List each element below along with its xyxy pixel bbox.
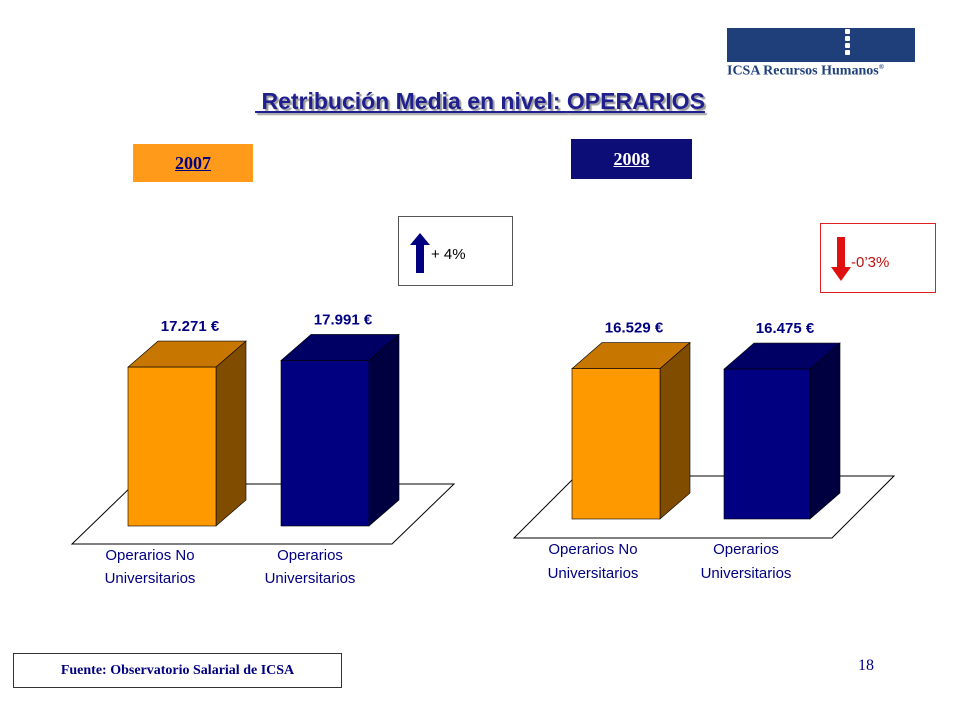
- arrow-up-icon: [410, 233, 430, 273]
- category-label: Universitarios: [105, 570, 196, 587]
- category-label: Operarios: [713, 541, 779, 558]
- arrow-down-icon: [831, 237, 851, 281]
- bar: [571, 368, 661, 520]
- title-highlight: OPERARIOS: [566, 88, 705, 114]
- bar-side-face: [809, 342, 841, 520]
- value-label: 17.271 €: [161, 318, 220, 335]
- bar: [127, 366, 217, 527]
- value-label: 16.475 €: [756, 320, 815, 337]
- bar-side-face: [368, 333, 400, 527]
- category-label: Operarios No: [105, 547, 194, 564]
- category-label: Universitarios: [701, 565, 792, 582]
- change-box-2008: -0’3%: [820, 223, 936, 293]
- value-label: 16.529 €: [605, 320, 664, 337]
- title-prefix: Retribución Media en nivel:: [255, 88, 567, 114]
- logo-dots-icon: [845, 29, 851, 61]
- category-label: Operarios No: [548, 541, 637, 558]
- change-value-2007: + 4%: [431, 246, 466, 263]
- bar: [723, 368, 811, 520]
- logo-bar: [727, 28, 915, 62]
- logo-text: ICSA Recursos Humanos®: [727, 63, 884, 79]
- value-label: 17.991 €: [314, 311, 373, 328]
- bar-side-face: [659, 341, 691, 520]
- year-label-2008: 2008: [571, 139, 692, 179]
- change-value-2008: -0’3%: [851, 254, 890, 271]
- category-label: Universitarios: [265, 570, 356, 587]
- change-box-2007: + 4%: [398, 216, 513, 286]
- bar-side-face: [215, 340, 247, 527]
- category-label: Universitarios: [548, 565, 639, 582]
- bar: [280, 360, 370, 527]
- icsa-logo: ICSA Recursos Humanos®: [727, 28, 917, 80]
- page-title: Retribución Media en nivel: OPERARIOS: [0, 88, 960, 115]
- source-note: Fuente: Observatorio Salarial de ICSA: [13, 653, 342, 688]
- page-number: 18: [858, 657, 874, 674]
- category-label: Operarios: [277, 547, 343, 564]
- year-label-2007: 2007: [133, 144, 253, 182]
